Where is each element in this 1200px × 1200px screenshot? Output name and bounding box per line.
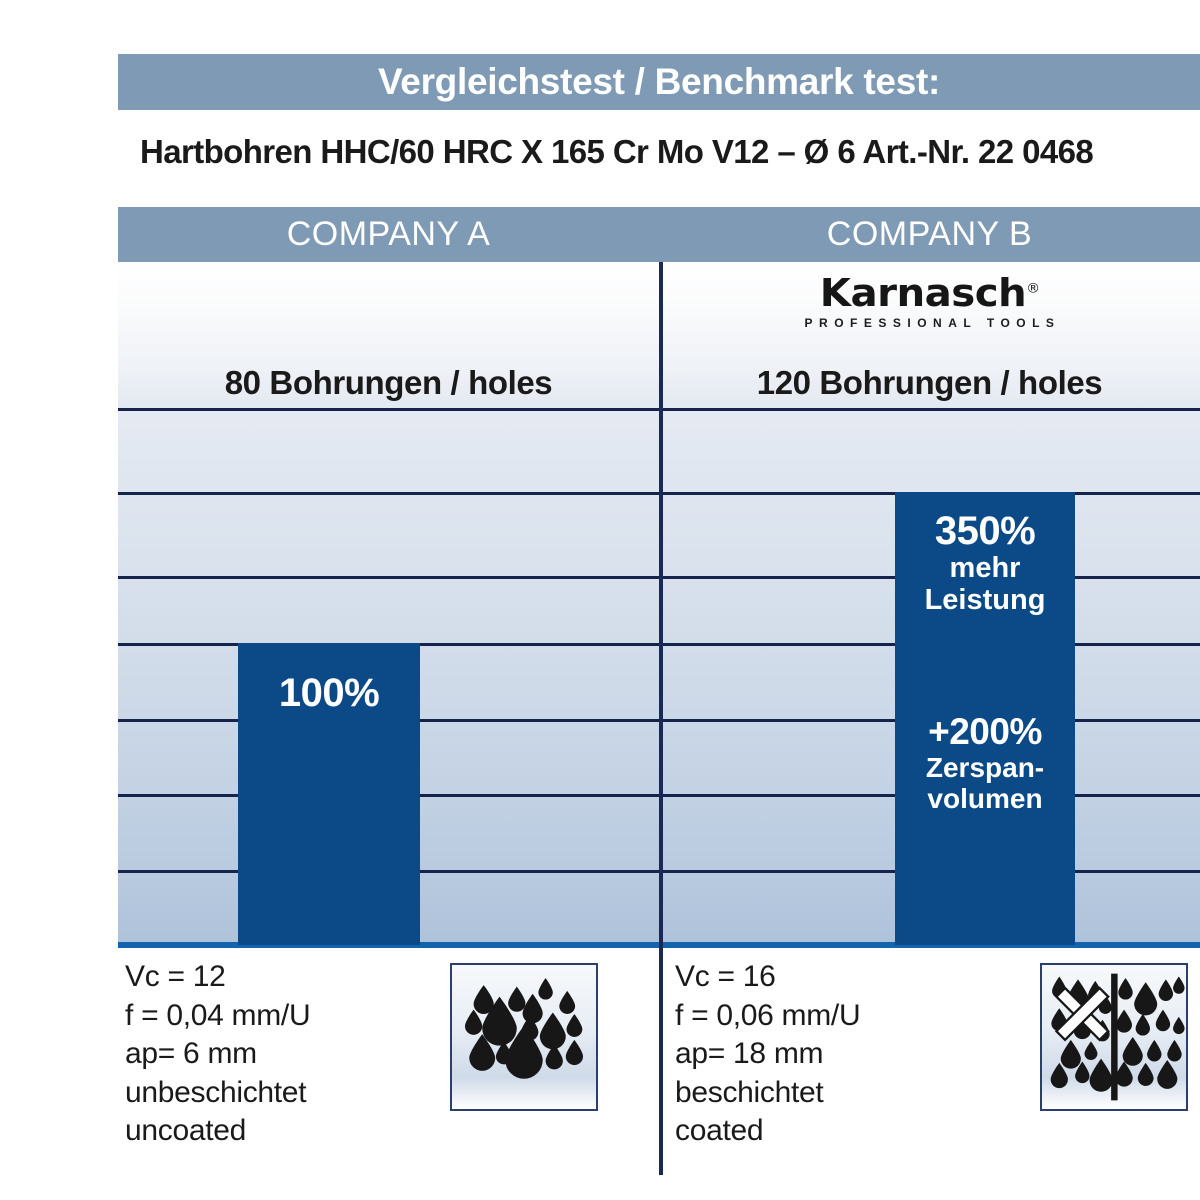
karnasch-logo: Karnasch® PROFESSIONAL TOOLS — [659, 274, 1200, 330]
param-a-coating-de: unbeschichtet — [125, 1075, 307, 1109]
page-subtitle: Hartbohren HHC/60 HRC X 165 Cr Mo V12 – … — [140, 133, 1094, 170]
no-coolant-drops-glyph — [1050, 973, 1185, 1101]
column-divider — [659, 262, 663, 1175]
cross-out-icon — [1054, 986, 1110, 1042]
param-b-ap: ap= 18 mm — [675, 1037, 824, 1070]
karnasch-logo-word-text: Karnasch — [819, 271, 1027, 315]
bar-b-performance-line1: mehr — [949, 552, 1021, 584]
bar-company-b: 350% mehr Leistung +200% Zerspan- volume… — [895, 492, 1075, 945]
param-a-vc: Vc = 12 — [125, 960, 226, 993]
bar-b-performance-line2: Leistung — [924, 584, 1046, 617]
param-a-coating-en: uncoated — [125, 1114, 247, 1147]
column-header-company-a: COMPANY A — [286, 215, 491, 253]
param-b-vc: Vc = 16 — [675, 960, 776, 993]
bar-label-company-b-performance: 350% mehr Leistung — [895, 510, 1075, 617]
no-coolant-drops-icon — [1040, 963, 1188, 1111]
param-a-ap: ap= 6 mm — [125, 1037, 257, 1070]
param-a-feed: f = 0,04 mm/U — [125, 998, 311, 1032]
column-summary-a: 80 Bohrungen / holes — [118, 262, 659, 408]
separator-bar — [1111, 973, 1118, 1101]
coolant-drops-glyph — [464, 977, 584, 1079]
benchmark-bar-chart: 100% 350% mehr Leistung +200% Zerspan- v… — [118, 262, 1200, 1175]
column-header-company-b: COMPANY B — [826, 215, 1033, 253]
column-summary-b: Karnasch® PROFESSIONAL TOOLS 120 Bohrung… — [659, 262, 1200, 408]
param-b-feed: f = 0,06 mm/U — [675, 998, 861, 1032]
cutting-parameters-company-b: Vc = 16 f = 0,06 mm/U ap= 18 mm beschich… — [675, 958, 861, 1151]
bar-b-volume-percent: +200% — [928, 711, 1042, 752]
holes-count-a: 80 Bohrungen / holes — [224, 364, 553, 401]
bar-b-volume-line2: volumen — [927, 783, 1043, 815]
registered-trademark-icon: ® — [1026, 281, 1040, 297]
karnasch-logo-wordmark: Karnasch® — [820, 274, 1040, 312]
page-title: Vergleichstest / Benchmark test: — [377, 61, 941, 102]
holes-count-b: 120 Bohrungen / holes — [756, 364, 1103, 401]
bar-label-company-b-volume: +200% Zerspan- volumen — [895, 712, 1075, 815]
param-b-coating-en: coated — [675, 1114, 764, 1147]
coolant-drops-icon — [450, 963, 598, 1111]
karnasch-logo-tagline: PROFESSIONAL TOOLS — [804, 316, 1061, 330]
bar-b-performance-percent: 350% — [934, 509, 1036, 553]
param-b-coating-de: beschichtet — [675, 1075, 824, 1109]
bar-company-a: 100% — [238, 643, 420, 945]
benchmark-title-band: Vergleichstest / Benchmark test: — [118, 54, 1200, 110]
bar-label-company-a: 100% — [278, 671, 380, 715]
bar-b-volume-line1: Zerspan- — [925, 751, 1045, 783]
company-header-band: COMPANY A COMPANY B — [118, 207, 1200, 262]
cutting-parameters-company-a: Vc = 12 f = 0,04 mm/U ap= 6 mm unbeschic… — [125, 958, 311, 1151]
